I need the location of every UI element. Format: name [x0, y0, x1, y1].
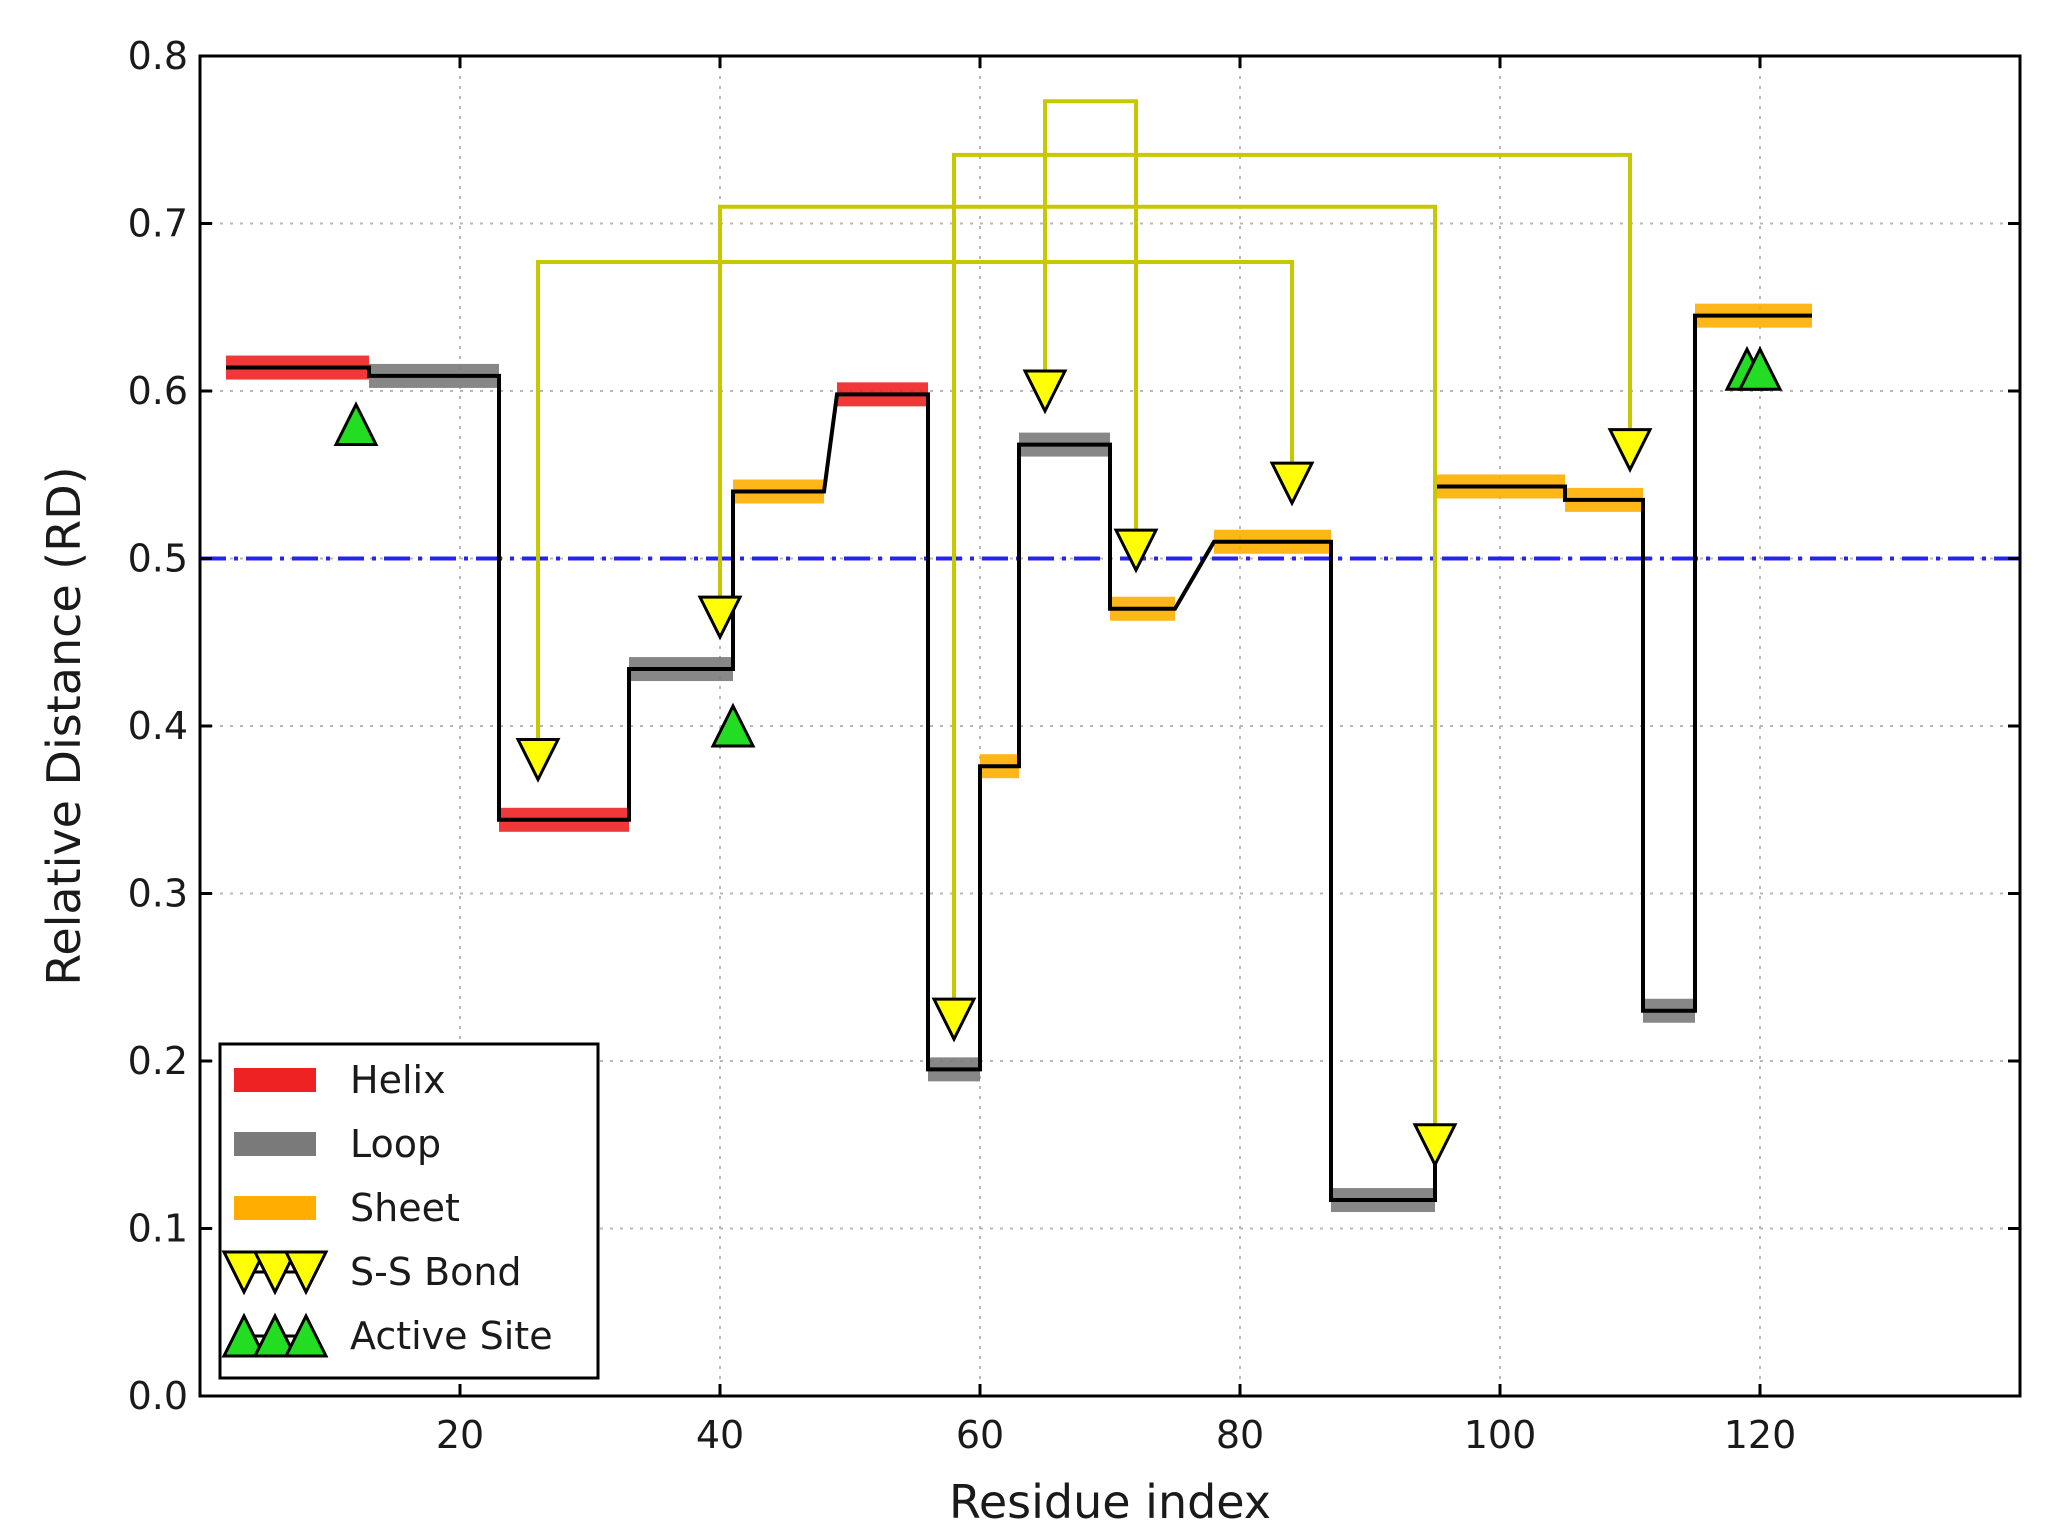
ss-bond-link [952, 152, 1632, 1002]
legend-swatch-loop [234, 1132, 316, 1156]
ss-bond-links [536, 99, 1632, 1127]
y-axis-label: Relative Distance (RD) [37, 466, 91, 985]
y-tick-label: 0.0 [128, 1374, 188, 1418]
legend-label: Loop [350, 1122, 441, 1166]
y-tick-label: 0.7 [128, 202, 188, 246]
legend-swatch-helix [234, 1068, 316, 1092]
ss-bond-marker [931, 997, 977, 1043]
x-axis-label: Residue index [949, 1475, 1271, 1529]
x-tick-label: 100 [1464, 1413, 1537, 1457]
legend-active-site-marker [283, 1312, 329, 1358]
y-tick-label: 0.5 [128, 537, 188, 581]
legend-ss-bond-marker [252, 1250, 298, 1296]
x-tick-label: 80 [1216, 1413, 1264, 1457]
legend-ss-bond-marker [221, 1250, 267, 1296]
rd-profile-group [226, 313, 1812, 1203]
legend-label: S-S Bond [350, 1250, 522, 1294]
x-tick-label: 120 [1724, 1413, 1797, 1457]
y-tick-label: 0.6 [128, 369, 188, 413]
legend-label: Active Site [350, 1314, 553, 1358]
ss-bond-link [536, 260, 1294, 742]
active-site-marker [1737, 345, 1783, 391]
ss-bond-marker [515, 738, 561, 783]
x-tick-label: 40 [696, 1413, 744, 1457]
ss-bond-link [718, 204, 1437, 1127]
axis-ticks: 20 40 60 80 100 120 0.0 0.1 0.2 0.3 0.4 0.5 0.6 0.7 0.… [128, 34, 2020, 1457]
ss-bond-marker [1412, 1123, 1458, 1169]
ss-bond-marker [1113, 528, 1159, 574]
y-tick-label: 0.4 [128, 704, 188, 748]
ss-bond-marker [1269, 461, 1315, 507]
x-tick-label: 60 [956, 1413, 1004, 1457]
ss-bond-link [1043, 99, 1138, 533]
legend-active-site-marker [252, 1312, 298, 1358]
x-tick-label: 20 [436, 1413, 484, 1457]
legend-label: Helix [350, 1058, 446, 1102]
ss-bond-marker [1022, 369, 1068, 415]
markers [333, 345, 1783, 1169]
legend: Helix Loop Sheet S-S Bond Active Site [218, 1042, 600, 1380]
legend-active-site-marker [221, 1312, 267, 1358]
ss-bond-marker [697, 595, 743, 641]
y-tick-label: 0.1 [128, 1207, 188, 1251]
y-tick-label: 0.2 [128, 1039, 188, 1083]
y-tick-label: 0.8 [128, 34, 188, 78]
ss-bond-marker [1607, 428, 1653, 473]
legend-swatch-sheet [234, 1196, 316, 1220]
legend-label: Sheet [350, 1186, 460, 1230]
rd-profile-line [226, 313, 1812, 1203]
legend-ss-bond-marker [283, 1250, 329, 1296]
active-site-marker [333, 401, 379, 446]
active-site-marker [710, 702, 756, 748]
y-tick-label: 0.3 [128, 872, 188, 916]
